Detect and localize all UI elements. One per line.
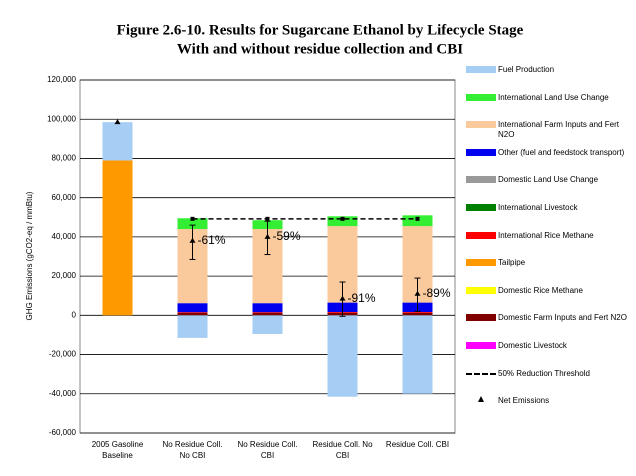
- y-tick-label: 100,000: [47, 114, 76, 123]
- legend-item: Other (fuel and feedstock transport): [463, 147, 633, 175]
- y-tick-label: 80,000: [52, 154, 77, 163]
- bar-segment: [327, 216, 358, 227]
- x-tick-label-line: No Residue Coll.: [162, 440, 222, 449]
- legend-label: International Farm Inputs and Fert N2O: [498, 120, 619, 140]
- legend-item: 50% Reduction Threshold: [463, 368, 633, 396]
- legend-item: Domestic Land Use Change: [463, 174, 633, 202]
- y-tick-label: 40,000: [52, 232, 77, 241]
- data-label: -61%: [198, 233, 226, 247]
- x-tick-label: Residue Coll. No CBI: [312, 440, 373, 460]
- legend-item: Net Emissions: [463, 395, 633, 423]
- bar-segment: [102, 122, 133, 161]
- data-label: -91%: [348, 291, 376, 305]
- x-tick-label-line: CBI: [336, 451, 349, 460]
- bar-segment: [177, 303, 208, 313]
- legend-swatch: [466, 372, 496, 375]
- bar-segment: [252, 312, 283, 313]
- x-tick-label-line: Baseline: [102, 451, 133, 460]
- threshold-point: [190, 216, 195, 221]
- y-tick-label: 60,000: [52, 193, 77, 202]
- net-marker: [114, 119, 121, 125]
- legend-label: Domestic Rice Methane: [498, 285, 583, 295]
- x-tick-label-line: Residue Coll. CBI: [386, 440, 449, 449]
- legend-label: Domestic Farm Inputs and Fert N2O: [498, 313, 627, 323]
- legend-swatch: [466, 231, 496, 239]
- legend-label: 50% Reduction Threshold: [498, 368, 590, 378]
- threshold-point: [340, 216, 345, 221]
- bar-segment: [177, 312, 208, 316]
- data-label: -59%: [273, 229, 301, 243]
- legend: Fuel Production International Land Use Ch…: [463, 64, 633, 423]
- threshold-point: [265, 216, 270, 221]
- threshold-point: [415, 216, 420, 221]
- legend-item: Fuel Production: [463, 64, 633, 92]
- legend-label: Domestic Livestock: [498, 340, 567, 350]
- x-tick-label-line: No Residue Coll.: [237, 440, 297, 449]
- bar-segment: [327, 315, 358, 397]
- legend-swatch: [466, 341, 496, 349]
- legend-label: International Livestock: [498, 202, 578, 212]
- legend-item: Domestic Farm Inputs and Fert N2O: [463, 312, 633, 340]
- legend-label: Fuel Production: [498, 65, 555, 74]
- bar-segment: [177, 315, 208, 338]
- y-tick-label: -40,000: [49, 389, 77, 398]
- x-tick-label-line: CBI: [261, 451, 274, 460]
- x-tick-label: Residue Coll. CBI: [386, 440, 449, 449]
- y-axis-label: GHG Emissions (gCO2-eq / mmBtu): [25, 191, 34, 320]
- legend-swatch: [466, 93, 496, 101]
- bar-segment: [252, 315, 283, 334]
- bar-segment: [102, 160, 133, 316]
- bar-segment: [177, 312, 208, 313]
- legend-item: Domestic Livestock: [463, 340, 633, 368]
- x-tick-label: No Residue Coll. No CBI: [162, 440, 222, 460]
- legend-label: Net Emissions: [498, 396, 550, 406]
- bar-segment: [252, 312, 283, 316]
- net-marker: [189, 237, 196, 243]
- legend-item: International Farm Inputs and Fert N2O: [463, 119, 633, 147]
- legend-item: International Land Use Change: [463, 92, 633, 120]
- bar-segment: [402, 315, 433, 394]
- legend-item: International Livestock: [463, 202, 633, 230]
- net-marker: [414, 290, 421, 296]
- legend-swatch: [466, 176, 496, 184]
- legend-swatch: [466, 203, 496, 211]
- legend-swatch: [466, 286, 496, 294]
- legend-item: Tailpipe: [463, 257, 633, 285]
- data-label: -89%: [423, 286, 451, 300]
- legend-swatch: [466, 66, 496, 73]
- legend-label: International Land Use Change: [498, 92, 609, 102]
- legend-item: Domestic Rice Methane: [463, 285, 633, 313]
- legend-swatch: [466, 314, 496, 322]
- bar-segment: [252, 303, 283, 313]
- legend-item: International Rice Methane: [463, 230, 633, 258]
- x-tick-label: 2005 Gasoline Baseline: [92, 440, 144, 460]
- bar-segment: [402, 312, 433, 316]
- net-marker: [339, 295, 346, 301]
- legend-swatch: [466, 259, 496, 267]
- legend-label: Other (fuel and feedstock transport): [498, 147, 625, 157]
- x-tick-label-line: No CBI: [180, 451, 206, 460]
- y-tick-label: 20,000: [52, 271, 77, 280]
- chart-title: Figure 2.6-10. Results for Sugarcane Eth…: [117, 22, 524, 38]
- bar-segment: [177, 218, 208, 230]
- y-tick-label: -60,000: [49, 428, 77, 437]
- y-tick-label: 120,000: [47, 75, 76, 84]
- y-tick-label: 0: [72, 310, 77, 319]
- y-tick-label: -20,000: [49, 350, 77, 359]
- bar-segment: [402, 311, 433, 313]
- x-tick-label: No Residue Coll. CBI: [237, 440, 297, 460]
- x-tick-label-line: 2005 Gasoline: [92, 440, 144, 449]
- chart-subtitle: With and without residue collection and …: [177, 41, 463, 57]
- legend-swatch: [466, 121, 496, 129]
- legend-label: International Rice Methane: [498, 230, 594, 240]
- legend-label: Tailpipe: [498, 258, 526, 268]
- legend-label: Domestic Land Use Change: [498, 175, 599, 185]
- net-marker: [264, 233, 271, 239]
- x-tick-label-line: Residue Coll. No: [312, 440, 373, 449]
- legend-swatch: [478, 396, 484, 403]
- legend-swatch: [466, 148, 496, 156]
